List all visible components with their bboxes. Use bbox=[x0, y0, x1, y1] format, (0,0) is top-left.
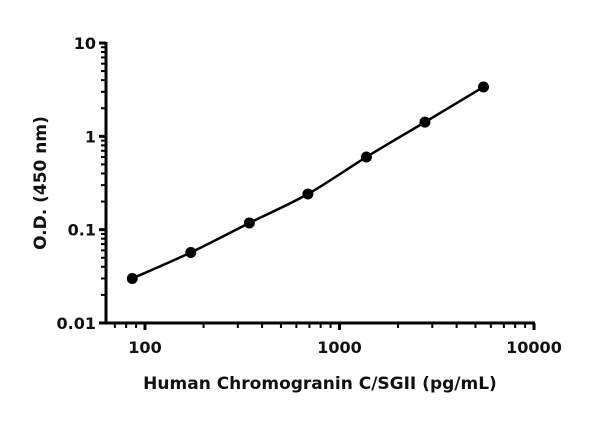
x-tick-label: 10000 bbox=[506, 338, 562, 357]
data-point-marker bbox=[419, 116, 431, 128]
y-axis-title: O.D. (450 nm) bbox=[31, 116, 51, 250]
fit-curve bbox=[131, 85, 485, 280]
data-point-marker bbox=[360, 151, 372, 163]
data-point-marker bbox=[185, 246, 197, 258]
data-point-marker bbox=[126, 272, 138, 284]
data-point-marker bbox=[243, 217, 255, 229]
y-tick-label: 10 bbox=[74, 34, 96, 53]
y-tick-label: 0.1 bbox=[68, 221, 96, 240]
y-axis bbox=[99, 41, 108, 325]
x-tick-label: 100 bbox=[128, 338, 161, 357]
data-series bbox=[126, 81, 490, 284]
x-tick-label: 1000 bbox=[317, 338, 362, 357]
x-axis-title: Human Chromogranin C/SGII (pg/mL) bbox=[143, 374, 497, 394]
data-point-marker bbox=[478, 81, 490, 93]
y-tick-labels: 0.01 0.1 1 10 bbox=[57, 34, 96, 333]
x-tick-labels: 100 1000 10000 bbox=[128, 338, 562, 357]
data-point-marker bbox=[302, 188, 314, 200]
x-axis bbox=[100, 321, 536, 330]
y-tick-label: 1 bbox=[85, 127, 96, 146]
y-tick-label: 0.01 bbox=[57, 314, 96, 333]
